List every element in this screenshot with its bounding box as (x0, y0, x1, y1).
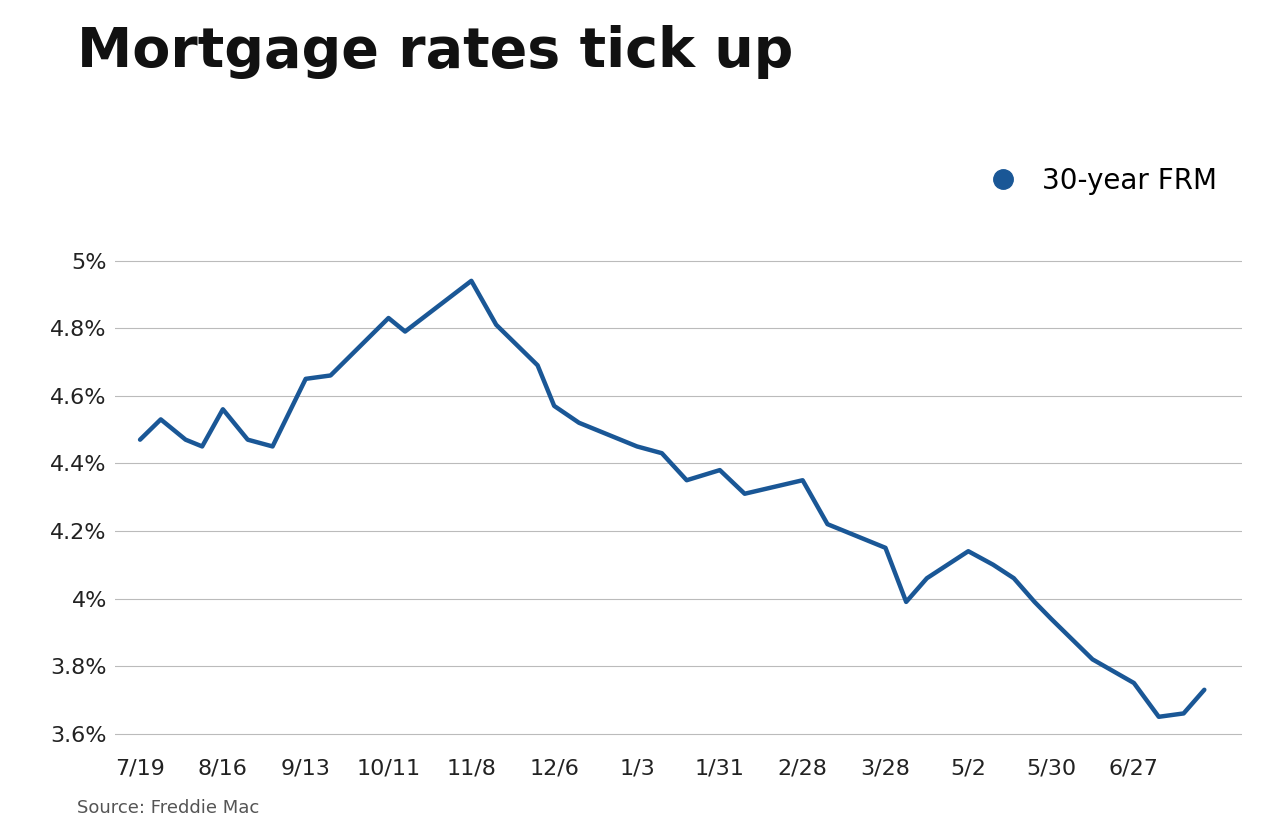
Legend: 30-year FRM: 30-year FRM (964, 156, 1228, 206)
Text: Source: Freddie Mac: Source: Freddie Mac (77, 799, 259, 817)
Text: Mortgage rates tick up: Mortgage rates tick up (77, 25, 794, 79)
